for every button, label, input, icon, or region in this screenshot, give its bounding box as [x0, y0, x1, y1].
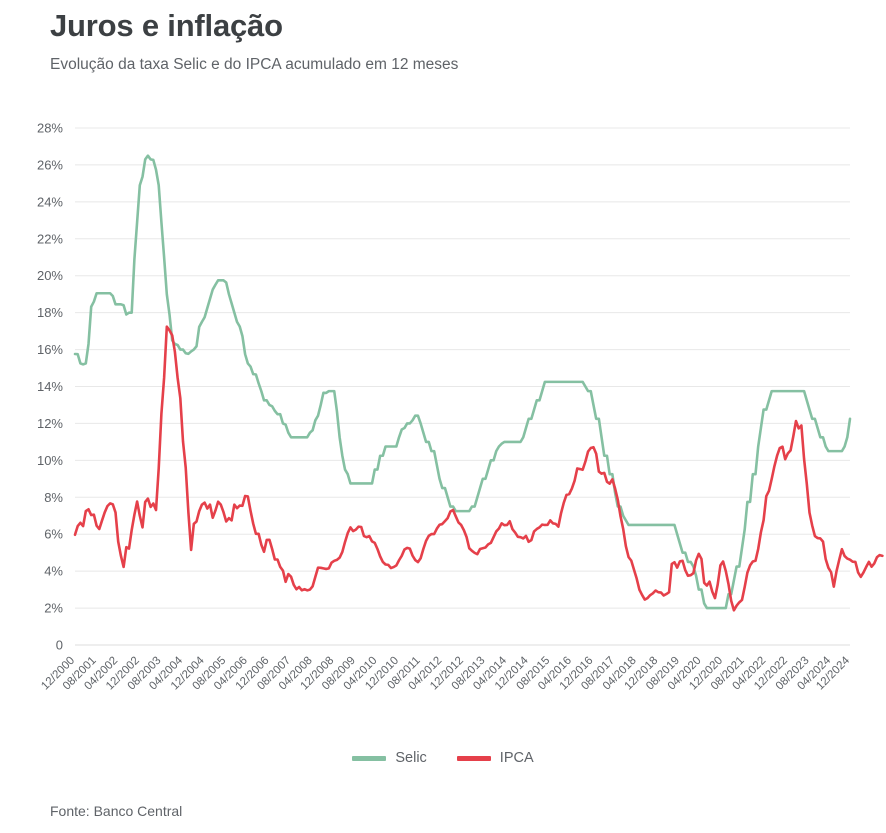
legend-item-ipca[interactable]: IPCA	[456, 750, 534, 766]
y-axis-tick-label: 24%	[37, 194, 63, 209]
y-axis-tick-label: 0	[56, 638, 63, 653]
y-axis-tick-label: 8%	[44, 490, 63, 505]
data-series-group	[73, 154, 884, 612]
legend-swatch-ipca	[456, 755, 491, 761]
y-axis-tick-label: 20%	[37, 268, 63, 283]
y-axis-tick-label: 14%	[37, 379, 63, 394]
y-axis-tick-label: 2%	[44, 601, 63, 616]
legend-label-selic: Selic	[395, 750, 427, 766]
legend-label-ipca: IPCA	[499, 750, 534, 766]
chart-plot-area: 0 2% 4% 6% 8% 10% 12% 14% 16% 18% 20% 22% 24% 26% 28% …	[37, 121, 884, 693]
line-chart-svg: 02%4%6%8%10%12%14%16%18%20%22%24%26%28% …	[37, 121, 884, 693]
y-axis-tick-label: 10%	[37, 453, 63, 468]
y-axis-tick-labels: 0 2% 4% 6% 8% 10% 12% 14% 16% 18% 20% 22% 24% 26% 28%	[37, 121, 63, 653]
y-axis-tick-label: 26%	[37, 157, 63, 172]
source-note: Fonte: Banco Central	[50, 803, 183, 819]
page-title: Juros e inflação	[50, 8, 283, 43]
y-axis-tick-label: 6%	[44, 527, 63, 542]
y-axis-tick-label: 22%	[37, 231, 63, 246]
chart-legend: Selic IPCA	[0, 750, 886, 766]
legend-swatch-selic	[352, 755, 387, 761]
x-axis-tick-labels: 12/200008/200104/200212/200208/200304/20…	[39, 654, 852, 692]
page-subtitle: Evolução da taxa Selic e do IPCA acumula…	[50, 56, 459, 73]
y-axis-tick-label: 4%	[44, 564, 63, 579]
y-axis-tick-label: 16%	[37, 342, 63, 357]
gridlines-group	[75, 127, 850, 646]
series-line-ipca[interactable]	[73, 325, 884, 612]
legend-item-selic[interactable]: Selic	[352, 750, 427, 766]
series-line-selic[interactable]	[73, 154, 852, 610]
y-axis-tick-label: 12%	[37, 416, 63, 431]
y-axis-tick-label: 28%	[37, 121, 63, 136]
y-axis-tick-label: 18%	[37, 305, 63, 320]
